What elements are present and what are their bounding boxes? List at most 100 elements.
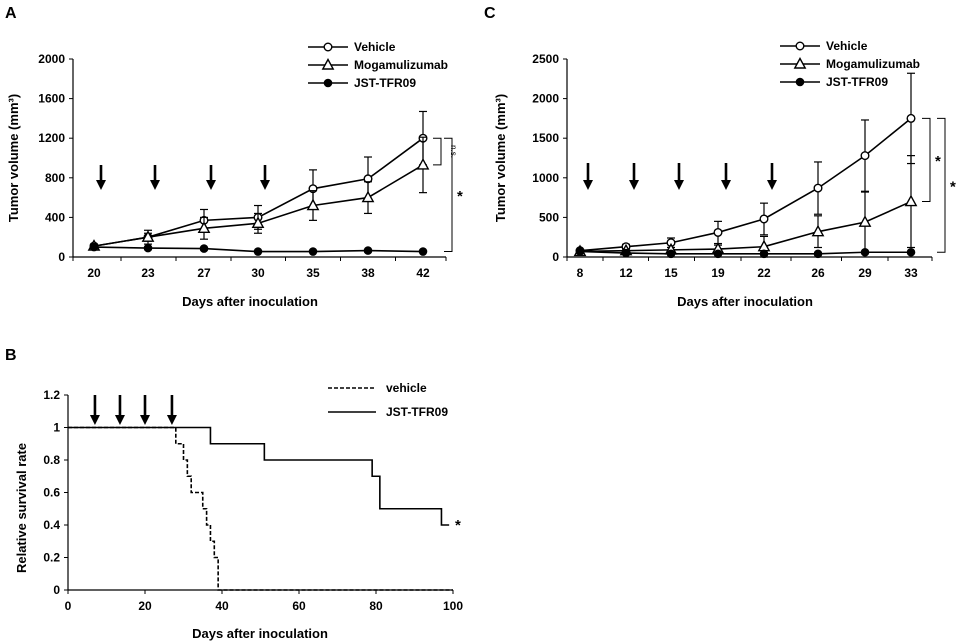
panel-b-significance: * <box>455 517 461 534</box>
panel-b-legend-label: JST-TFR09 <box>386 405 448 419</box>
panel-c-y-tick-label: 2500 <box>532 52 559 66</box>
panel-a-x-tick-label: 42 <box>416 266 430 280</box>
panel-a-bracket-outer <box>444 137 453 253</box>
panel-a-treatment-arrow <box>206 165 216 190</box>
panel-c-legend-label: Mogamulizumab <box>826 57 920 71</box>
panel-c-series-line <box>579 117 912 252</box>
panel-a-legend-label: Mogamulizumab <box>354 58 448 72</box>
panel-a-treatment-arrow <box>260 165 270 190</box>
panel-b-xlabel: Days after inoculation <box>192 626 328 641</box>
panel-b-label: B <box>5 347 17 364</box>
panel-a-data-point <box>308 247 318 256</box>
panel-c-data-point <box>860 247 870 257</box>
panel-b-y-tick-label: 0.2 <box>43 551 60 565</box>
panel-c: C Tumor volume (mm³) Days after inoculat… <box>484 5 956 309</box>
panel-c-x-tick-label: 29 <box>858 266 872 280</box>
panel-a-x-tick-label: 30 <box>251 266 265 280</box>
panel-c-significance-outer: * <box>950 178 956 195</box>
panel-c-label: C <box>484 5 496 22</box>
panel-b-x-tick-label: 100 <box>443 599 463 613</box>
panel-a: A Tumor volume (mm³) Days after inoculat… <box>5 5 463 309</box>
panel-c-data-point <box>713 227 723 237</box>
panel-b-x-tick-label: 60 <box>292 599 306 613</box>
panel-a-data-point <box>253 247 263 256</box>
panel-c-x-tick-label: 26 <box>811 266 825 280</box>
panel-a-significance-outer: * <box>457 188 463 205</box>
panel-c-legend-marker <box>793 57 807 69</box>
panel-a-x-tick-label: 20 <box>87 266 101 280</box>
panel-a-x-tick-label: 35 <box>306 266 320 280</box>
panel-b-y-tick-label: 1.2 <box>43 388 60 402</box>
panel-b-y-tick-label: 1 <box>53 421 60 435</box>
panel-c-series-line <box>579 200 912 253</box>
panel-c-x-tick-label: 22 <box>757 266 771 280</box>
panel-b-x-tick-label: 0 <box>65 599 72 613</box>
panel-b-treatment-arrow-head <box>114 415 125 425</box>
panel-b-legend-label: vehicle <box>386 381 427 395</box>
panel-c-x-tick-label: 15 <box>664 266 678 280</box>
panel-a-data-point <box>416 157 430 170</box>
panel-c-data-point <box>575 247 585 256</box>
panel-a-treatment-arrow-head <box>260 180 270 190</box>
panel-c-y-tick-label: 0 <box>552 250 559 264</box>
panel-c-data-point <box>858 215 872 227</box>
panel-c-treatment-arrow-head <box>674 180 684 190</box>
panel-a-data-point <box>306 198 320 211</box>
panel-a-data-point <box>89 242 99 252</box>
panel-a-data-point <box>363 246 373 255</box>
panel-c-x-tick-label: 33 <box>904 266 918 280</box>
panel-c-treatment-arrow <box>629 163 639 190</box>
panel-a-data-point <box>361 190 375 203</box>
panel-a-data-point <box>199 244 209 253</box>
panel-c-data-point <box>904 194 918 207</box>
panel-b-x-tick-label: 40 <box>215 599 229 613</box>
panel-a-legend-marker <box>323 42 333 52</box>
panel-a-ylabel: Tumor volume (mm³) <box>6 94 21 222</box>
panel-a-y-tick-label: 0 <box>58 250 65 264</box>
panel-c-data-point <box>906 247 916 257</box>
panel-c-series-vehicle <box>575 72 916 256</box>
panel-a-legend-label: JST-TFR09 <box>354 76 416 90</box>
panel-a-y-tick-label: 800 <box>45 171 65 185</box>
panel-a-y-tick-label: 1600 <box>38 92 65 106</box>
panel-c-data-point <box>759 214 769 224</box>
panel-c-y-tick-label: 500 <box>539 210 559 224</box>
panel-c-data-point <box>813 249 823 259</box>
panel-a-treatment-arrow-head <box>206 180 216 190</box>
panel-c-series-line <box>579 250 911 255</box>
panel-c-significance-inner: * <box>935 153 941 170</box>
panel-c-data-point <box>860 151 870 161</box>
panel-c-ylabel: Tumor volume (mm³) <box>493 94 508 222</box>
panel-c-data-point <box>621 248 631 258</box>
panel-c-legend-label: JST-TFR09 <box>826 75 888 89</box>
panel-c-treatment-arrow <box>674 163 684 190</box>
panel-b: B Relative survival rate Days after inoc… <box>5 347 463 641</box>
panel-a-treatment-arrow-head <box>96 180 106 190</box>
panel-a-legend: Vehicle Mogamulizumab JST-TFR09 <box>308 40 448 90</box>
panel-c-treatment-arrow-head <box>583 180 593 190</box>
panel-a-x-tick-label: 38 <box>361 266 375 280</box>
panel-c-x-tick-label: 12 <box>619 266 633 280</box>
panel-b-y-tick-label: 0 <box>53 583 60 597</box>
panel-c-y-tick-label: 2000 <box>532 92 559 106</box>
panel-a-y-tick-label: 2000 <box>38 52 65 66</box>
panel-c-y-tick-label: 1000 <box>532 171 559 185</box>
panel-a-data-point <box>197 221 211 233</box>
panel-a-xlabel: Days after inoculation <box>182 294 318 309</box>
panel-b-x-tick-label: 80 <box>369 599 383 613</box>
panel-b-survival-curve-vehicle <box>68 426 453 591</box>
panel-c-series-jst-tfr09 <box>575 247 916 259</box>
panel-a-data-point <box>143 243 153 253</box>
panel-b-survival-curve-jst-tfr09 <box>68 426 450 526</box>
panel-a-data-point <box>251 216 265 229</box>
panel-a-x-tick-label: 23 <box>141 266 155 280</box>
panel-a-treatment-arrow-head <box>150 180 160 190</box>
panel-c-x-tick-label: 19 <box>711 266 725 280</box>
panel-b-treatment-arrow <box>89 395 100 425</box>
panel-c-bracket-inner <box>922 117 931 203</box>
panel-b-y-tick-label: 0.8 <box>43 453 60 467</box>
panel-a-legend-label: Vehicle <box>354 40 396 54</box>
panel-c-treatment-arrow <box>767 163 777 190</box>
panel-a-bracket-inner <box>433 137 442 166</box>
